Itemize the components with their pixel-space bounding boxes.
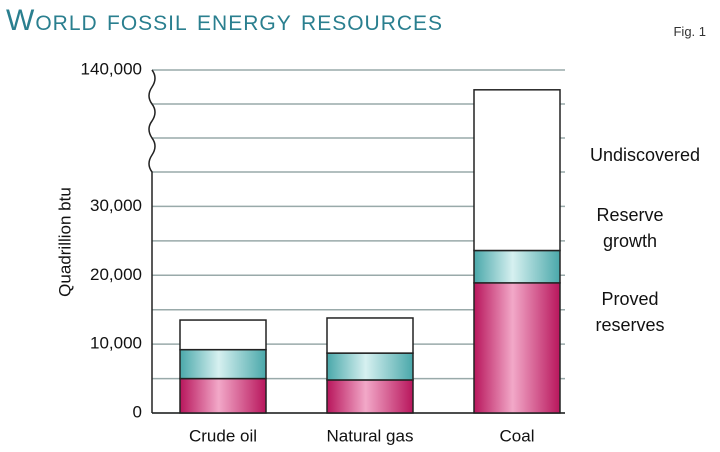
bar-segment: [326, 352, 414, 381]
y-tick-label: 140,000: [81, 59, 142, 78]
x-tick-label: Natural gas: [327, 426, 414, 445]
legend-label: Undiscovered: [589, 145, 701, 165]
bar-segment: [473, 282, 561, 414]
x-tick-label: Crude oil: [189, 426, 257, 445]
y-axis: [148, 69, 156, 413]
bar-segment: [473, 89, 561, 252]
legend-label: Proved reserves: [595, 289, 665, 335]
legend-label: Reserve growth: [596, 205, 664, 251]
bar-segment: [179, 319, 267, 351]
bar-segment: [473, 249, 561, 284]
y-tick-label: 20,000: [90, 265, 142, 284]
x-tick-label: Coal: [500, 426, 535, 445]
bar-segment: [179, 348, 267, 380]
bar-segment: [326, 317, 414, 354]
y-tick-label: 30,000: [90, 196, 142, 215]
y-axis-label: Quadrillion btu: [55, 187, 74, 297]
y-tick-label: 10,000: [90, 334, 142, 353]
bar-segment: [326, 379, 414, 414]
figure-label: Fig. 1: [673, 24, 706, 39]
chart-title: World fossil energy resources: [6, 4, 444, 37]
y-tick-label: 0: [133, 402, 142, 421]
bar-segment: [179, 377, 267, 414]
